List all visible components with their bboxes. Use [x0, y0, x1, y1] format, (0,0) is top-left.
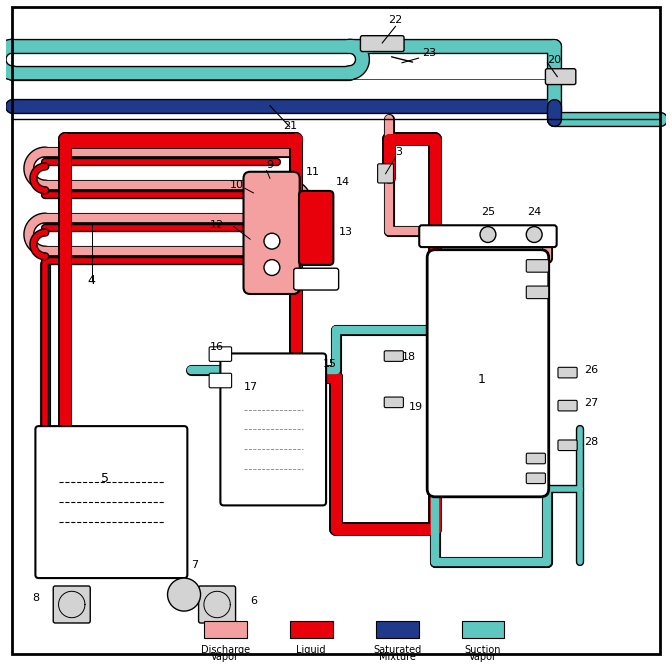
Text: 9: 9 — [267, 161, 274, 171]
FancyBboxPatch shape — [427, 250, 549, 497]
Text: 18: 18 — [402, 352, 416, 362]
FancyBboxPatch shape — [220, 353, 326, 505]
FancyBboxPatch shape — [36, 426, 187, 578]
Text: Saturated: Saturated — [373, 645, 421, 655]
FancyBboxPatch shape — [199, 586, 236, 623]
Circle shape — [167, 578, 200, 611]
FancyBboxPatch shape — [209, 347, 232, 361]
FancyBboxPatch shape — [526, 260, 549, 272]
Text: Mixture: Mixture — [379, 652, 415, 662]
Text: Vapor: Vapor — [469, 652, 497, 662]
Text: 5: 5 — [101, 472, 109, 485]
FancyBboxPatch shape — [526, 286, 549, 299]
Text: 1: 1 — [477, 373, 485, 386]
Bar — [204, 621, 247, 637]
Text: 10: 10 — [230, 181, 243, 191]
Text: 3: 3 — [395, 147, 403, 157]
Text: 22: 22 — [388, 15, 403, 25]
Text: 8: 8 — [32, 593, 39, 603]
Text: Suction: Suction — [465, 645, 501, 655]
Text: 13: 13 — [339, 226, 353, 236]
FancyBboxPatch shape — [53, 586, 90, 623]
Text: 7: 7 — [191, 560, 198, 570]
Circle shape — [264, 260, 280, 276]
Text: Discharge: Discharge — [201, 645, 250, 655]
FancyBboxPatch shape — [299, 191, 333, 265]
Text: 4: 4 — [87, 274, 95, 287]
Text: 6: 6 — [250, 596, 257, 606]
Text: 21: 21 — [283, 121, 297, 131]
Text: 24: 24 — [527, 207, 542, 216]
Text: Vapor: Vapor — [211, 652, 239, 662]
FancyBboxPatch shape — [384, 397, 403, 408]
FancyBboxPatch shape — [384, 351, 403, 361]
FancyBboxPatch shape — [526, 454, 546, 463]
Text: 26: 26 — [584, 365, 598, 374]
Circle shape — [264, 233, 280, 249]
Bar — [376, 621, 419, 637]
FancyBboxPatch shape — [558, 440, 577, 451]
Text: 11: 11 — [306, 167, 321, 177]
Text: 17: 17 — [243, 382, 257, 392]
FancyBboxPatch shape — [378, 164, 394, 183]
Text: 14: 14 — [336, 177, 350, 187]
Bar — [462, 621, 505, 637]
FancyBboxPatch shape — [360, 36, 404, 52]
Text: Liquid: Liquid — [296, 645, 326, 655]
Text: 27: 27 — [584, 398, 598, 408]
FancyBboxPatch shape — [243, 172, 300, 294]
Text: 25: 25 — [481, 207, 495, 216]
Text: 28: 28 — [584, 438, 598, 448]
FancyBboxPatch shape — [419, 225, 556, 247]
Bar — [290, 621, 333, 637]
Text: 16: 16 — [210, 342, 224, 352]
FancyBboxPatch shape — [209, 373, 232, 388]
Text: 20: 20 — [548, 54, 562, 65]
Text: 12: 12 — [210, 220, 224, 230]
Circle shape — [526, 226, 542, 242]
Circle shape — [480, 226, 496, 242]
Text: 15: 15 — [323, 359, 337, 369]
FancyBboxPatch shape — [526, 473, 546, 483]
FancyBboxPatch shape — [546, 68, 576, 84]
FancyBboxPatch shape — [294, 268, 339, 290]
FancyBboxPatch shape — [558, 367, 577, 378]
FancyBboxPatch shape — [558, 400, 577, 411]
Text: 19: 19 — [409, 402, 423, 412]
Text: 23: 23 — [422, 48, 436, 58]
